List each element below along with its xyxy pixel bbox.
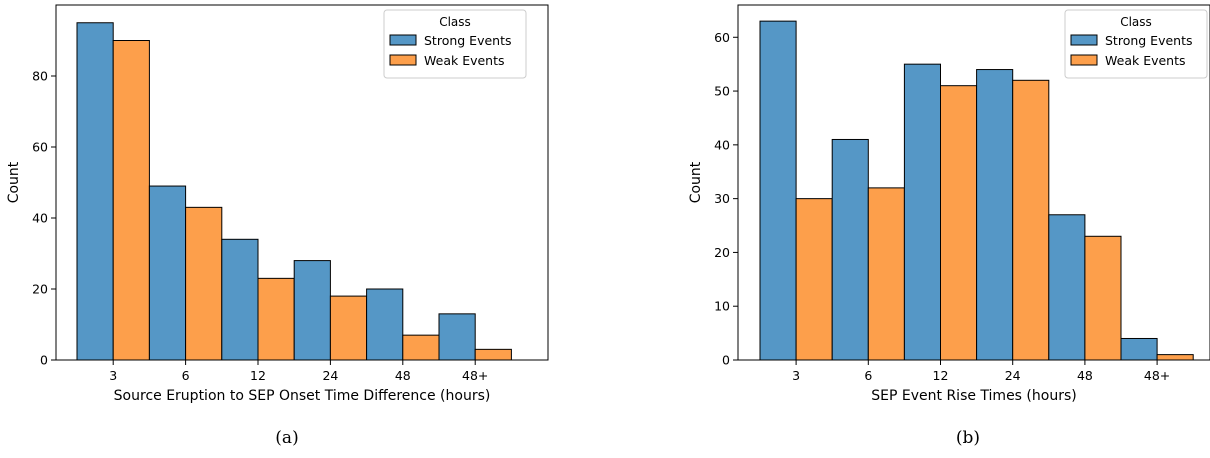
- bar-weak-48: [402, 334, 440, 361]
- legend-swatch-strong: [1070, 34, 1098, 46]
- x-tick-label: 48+: [462, 368, 488, 383]
- x-tick-label: 24: [1005, 368, 1021, 383]
- bar-strong-6: [148, 185, 187, 361]
- x-tick-label: 48+: [1144, 368, 1170, 383]
- x-tick-label: 24: [322, 368, 338, 383]
- bar-strong-12: [903, 63, 942, 361]
- bars-group: [76, 22, 512, 361]
- bar-strong-24: [293, 260, 331, 361]
- y-tick-label: 10: [714, 299, 730, 314]
- y-axis: 0 10 20 30 40 50 60: [714, 30, 738, 368]
- bar-weak-12: [257, 277, 295, 361]
- legend-label-weak: Weak Events: [424, 53, 505, 68]
- caption-a: (a): [275, 428, 298, 448]
- plot-frame: [55, 4, 549, 361]
- bar-weak-3: [795, 198, 833, 361]
- bar-strong-48: [1048, 214, 1086, 361]
- y-axis: 0 20 40 60 80: [32, 69, 56, 368]
- bar-weak-12: [940, 85, 978, 361]
- y-tick-label: 40: [714, 137, 730, 152]
- y-tick-label: 80: [32, 69, 48, 84]
- y-tick-label: 50: [714, 84, 730, 99]
- bar-strong-12: [221, 238, 259, 361]
- y-axis-label: Count: [6, 161, 22, 203]
- bar-strong-6: [831, 138, 869, 361]
- bar-strong-48: [366, 288, 404, 361]
- y-tick-label: 30: [714, 191, 730, 206]
- bars-group: [759, 20, 1194, 361]
- y-tick-label: 0: [40, 353, 48, 368]
- plot-frame: [737, 4, 1210, 361]
- legend-swatch-weak: [389, 54, 417, 66]
- x-tick-label: 12: [933, 368, 949, 383]
- x-tick-label: 48: [395, 368, 411, 383]
- legend-label-weak: Weak Events: [1105, 53, 1186, 68]
- caption-b: (b): [956, 428, 980, 448]
- y-tick-label: 60: [714, 30, 730, 45]
- y-axis-label: Count: [688, 161, 704, 203]
- bar-weak-6: [185, 206, 223, 361]
- x-axis-label: Source Eruption to SEP Onset Time Differ…: [114, 388, 491, 404]
- y-tick-label: 40: [32, 211, 48, 226]
- bar-strong-24: [976, 69, 1014, 361]
- bar-weak-24: [1012, 79, 1050, 361]
- bar-strong-48+: [1120, 337, 1158, 361]
- bar-strong-3: [76, 22, 114, 361]
- y-tick-label: 20: [32, 282, 48, 297]
- legend-swatch-weak: [1070, 54, 1098, 66]
- legend-swatch-strong: [389, 34, 417, 46]
- x-tick-label: 6: [864, 368, 872, 383]
- bar-strong-3: [759, 20, 797, 361]
- legend-label-strong: Strong Events: [1105, 33, 1193, 48]
- y-tick-label: 0: [722, 353, 730, 368]
- bar-weak-3: [112, 40, 150, 361]
- bar-weak-48: [1084, 235, 1122, 361]
- y-tick-label: 60: [32, 140, 48, 155]
- x-axis: 3 6 12 24 48 48+: [792, 360, 1170, 383]
- legend-box: [383, 9, 527, 79]
- legend: Class Strong Events Weak Events: [383, 9, 527, 79]
- y-tick-label: 20: [714, 245, 730, 260]
- legend-label-strong: Strong Events: [424, 33, 512, 48]
- chart-panel-a: 0 20 40 60 80 3 6 12 24 48 48+ Count Source Erupt…: [6, 4, 549, 448]
- legend-box: [1064, 9, 1208, 79]
- bar-strong-48+: [438, 313, 476, 361]
- bar-weak-48+: [474, 348, 512, 361]
- x-tick-label: 3: [792, 368, 800, 383]
- bar-weak-24: [329, 295, 368, 361]
- x-axis: 3 6 12 24 48 48+: [109, 360, 488, 383]
- x-tick-label: 12: [250, 368, 266, 383]
- legend-title: Class: [439, 15, 471, 29]
- x-axis-label: SEP Event Rise Times (hours): [871, 388, 1076, 404]
- x-tick-label: 6: [182, 368, 190, 383]
- legend: Class Strong Events Weak Events: [1064, 9, 1208, 79]
- x-tick-label: 3: [109, 368, 117, 383]
- x-tick-label: 48: [1077, 368, 1093, 383]
- legend-title: Class: [1120, 15, 1152, 29]
- bar-weak-6: [867, 187, 905, 361]
- bar-weak-48+: [1156, 354, 1194, 361]
